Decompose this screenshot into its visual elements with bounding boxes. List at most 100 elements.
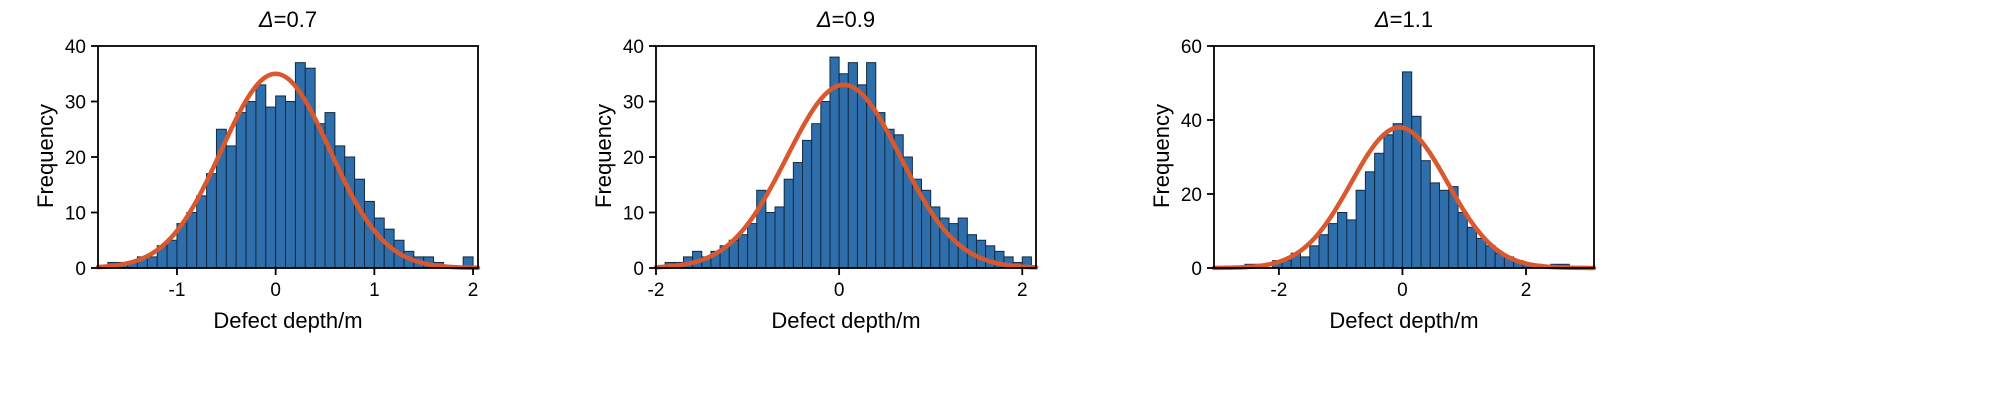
chart-title: Δ=0.9 xyxy=(816,7,876,32)
histogram-bar xyxy=(1401,71,1413,269)
x-tick-label: 0 xyxy=(1397,280,1408,301)
histogram-bar xyxy=(363,200,375,269)
histogram-bar xyxy=(304,67,316,269)
histogram-bar xyxy=(245,101,257,269)
histogram-bar xyxy=(737,234,749,269)
y-tick-label: 20 xyxy=(65,148,86,169)
y-tick-label: 40 xyxy=(623,37,644,58)
histogram-chart-delta-1.1: Δ=1.1 Frequency -2 0 2 0 20 40 60 Defect depth… xyxy=(1142,6,1612,334)
gaussian-fit-curve xyxy=(1211,125,1597,271)
histogram-chart-delta-0.7: Δ=0.7 Frequency -1 0 1 2 0 10 20 30 40 Defect de… xyxy=(26,6,496,334)
histogram-bar xyxy=(875,112,886,269)
histogram-bar xyxy=(1383,134,1394,269)
histogram-bar xyxy=(285,101,296,269)
histogram-bar xyxy=(314,123,326,269)
histogram-bar xyxy=(275,95,287,269)
x-tick-label: 1 xyxy=(369,280,380,301)
histogram-bar xyxy=(255,84,267,269)
histogram-bar xyxy=(747,223,758,269)
histogram-bar xyxy=(975,239,987,269)
histogram-bar xyxy=(838,73,849,269)
histogram-bar xyxy=(166,239,178,269)
histogram-bar xyxy=(847,62,858,269)
y-tick-label: 40 xyxy=(65,37,86,58)
plot-area: -2 0 2 0 20 40 60 xyxy=(1142,36,1612,308)
histogram-bar xyxy=(1457,212,1468,269)
histogram-bar xyxy=(1309,245,1320,269)
y-axis-label: Frequency xyxy=(33,104,58,208)
histogram-bar xyxy=(206,173,217,269)
x-tick-label: 0 xyxy=(834,280,845,301)
histogram-bar xyxy=(146,256,158,269)
histogram-bar xyxy=(792,162,804,269)
y-axis-label: Frequency xyxy=(591,104,616,208)
y-tick-label: 0 xyxy=(75,259,86,280)
y-tick-label: 20 xyxy=(623,148,644,169)
y-tick-label: 60 xyxy=(1181,37,1202,58)
histogram-bar xyxy=(774,206,785,269)
histogram-bar xyxy=(1364,171,1376,269)
histogram-bar xyxy=(985,245,996,269)
x-tick-label: 2 xyxy=(468,280,479,301)
histogram-chart-delta-0.9: Δ=0.9 Frequency -2 0 2 0 10 20 30 40 Defect dep… xyxy=(584,6,1054,334)
histogram-bar xyxy=(884,128,895,269)
gaussian-fit-curve xyxy=(653,82,1039,270)
y-tick-label: 20 xyxy=(1181,185,1202,206)
histogram-bar xyxy=(1374,152,1385,269)
y-tick-label: 0 xyxy=(633,259,644,280)
histogram-bar xyxy=(225,145,237,269)
histogram-bar xyxy=(1346,219,1357,269)
x-tick-label: 2 xyxy=(1521,280,1532,301)
histogram-bar xyxy=(765,212,776,269)
y-axis-label: Frequency xyxy=(1149,104,1174,208)
x-tick-label: -1 xyxy=(169,280,186,301)
histogram-bar xyxy=(1337,212,1348,269)
figure-row: Δ=0.7 Frequency -1 0 1 2 0 10 20 30 40 Defect de… xyxy=(26,6,1612,334)
histogram-bar xyxy=(1476,237,1487,269)
chart-title: Δ=0.7 xyxy=(258,7,318,32)
histogram-bar xyxy=(1327,223,1339,269)
gaussian-fit-curve xyxy=(95,71,481,271)
chart-title: Δ=1.1 xyxy=(1374,7,1434,32)
y-tick-label: 10 xyxy=(623,204,644,225)
plot-area: -1 0 1 2 0 10 20 30 40 xyxy=(26,36,496,308)
histogram-bar xyxy=(1429,182,1441,269)
histogram-bar xyxy=(948,223,959,269)
histogram-bar xyxy=(783,178,794,269)
histogram-bar xyxy=(856,84,868,269)
x-tick-label: 2 xyxy=(1017,280,1028,301)
x-tick-label: -2 xyxy=(1270,280,1287,301)
histogram-bar xyxy=(1420,160,1431,269)
x-axis-label: Defect depth/m xyxy=(771,308,921,333)
histogram-bar xyxy=(186,212,198,269)
histogram-bar xyxy=(1300,256,1311,269)
histogram-bar xyxy=(235,112,247,269)
histogram-bar xyxy=(354,178,365,269)
y-tick-label: 40 xyxy=(1181,111,1202,132)
plot-frame xyxy=(1213,45,1595,269)
y-tick-label: 30 xyxy=(65,93,86,114)
x-tick-label: -2 xyxy=(648,280,665,301)
histogram-bar xyxy=(1392,123,1403,269)
histogram-bar xyxy=(1318,234,1329,269)
y-tick-label: 0 xyxy=(1191,259,1202,280)
histogram-bar xyxy=(820,101,831,269)
histogram-bar xyxy=(802,139,813,269)
histogram-bar xyxy=(1439,189,1450,269)
y-tick-label: 30 xyxy=(623,93,644,114)
histogram-bar xyxy=(1355,189,1366,269)
x-axis-label: Defect depth/m xyxy=(1329,308,1479,333)
x-tick-label: 0 xyxy=(270,280,281,301)
y-tick-label: 10 xyxy=(65,204,86,225)
histogram-bar xyxy=(265,106,277,269)
histogram-bar xyxy=(811,123,822,269)
histogram-bar xyxy=(344,156,356,269)
histogram-bar xyxy=(866,62,877,269)
histogram-bar xyxy=(1466,226,1478,269)
histogram-bar xyxy=(196,195,208,269)
x-axis-label: Defect depth/m xyxy=(213,308,363,333)
histogram-bar xyxy=(324,112,336,269)
